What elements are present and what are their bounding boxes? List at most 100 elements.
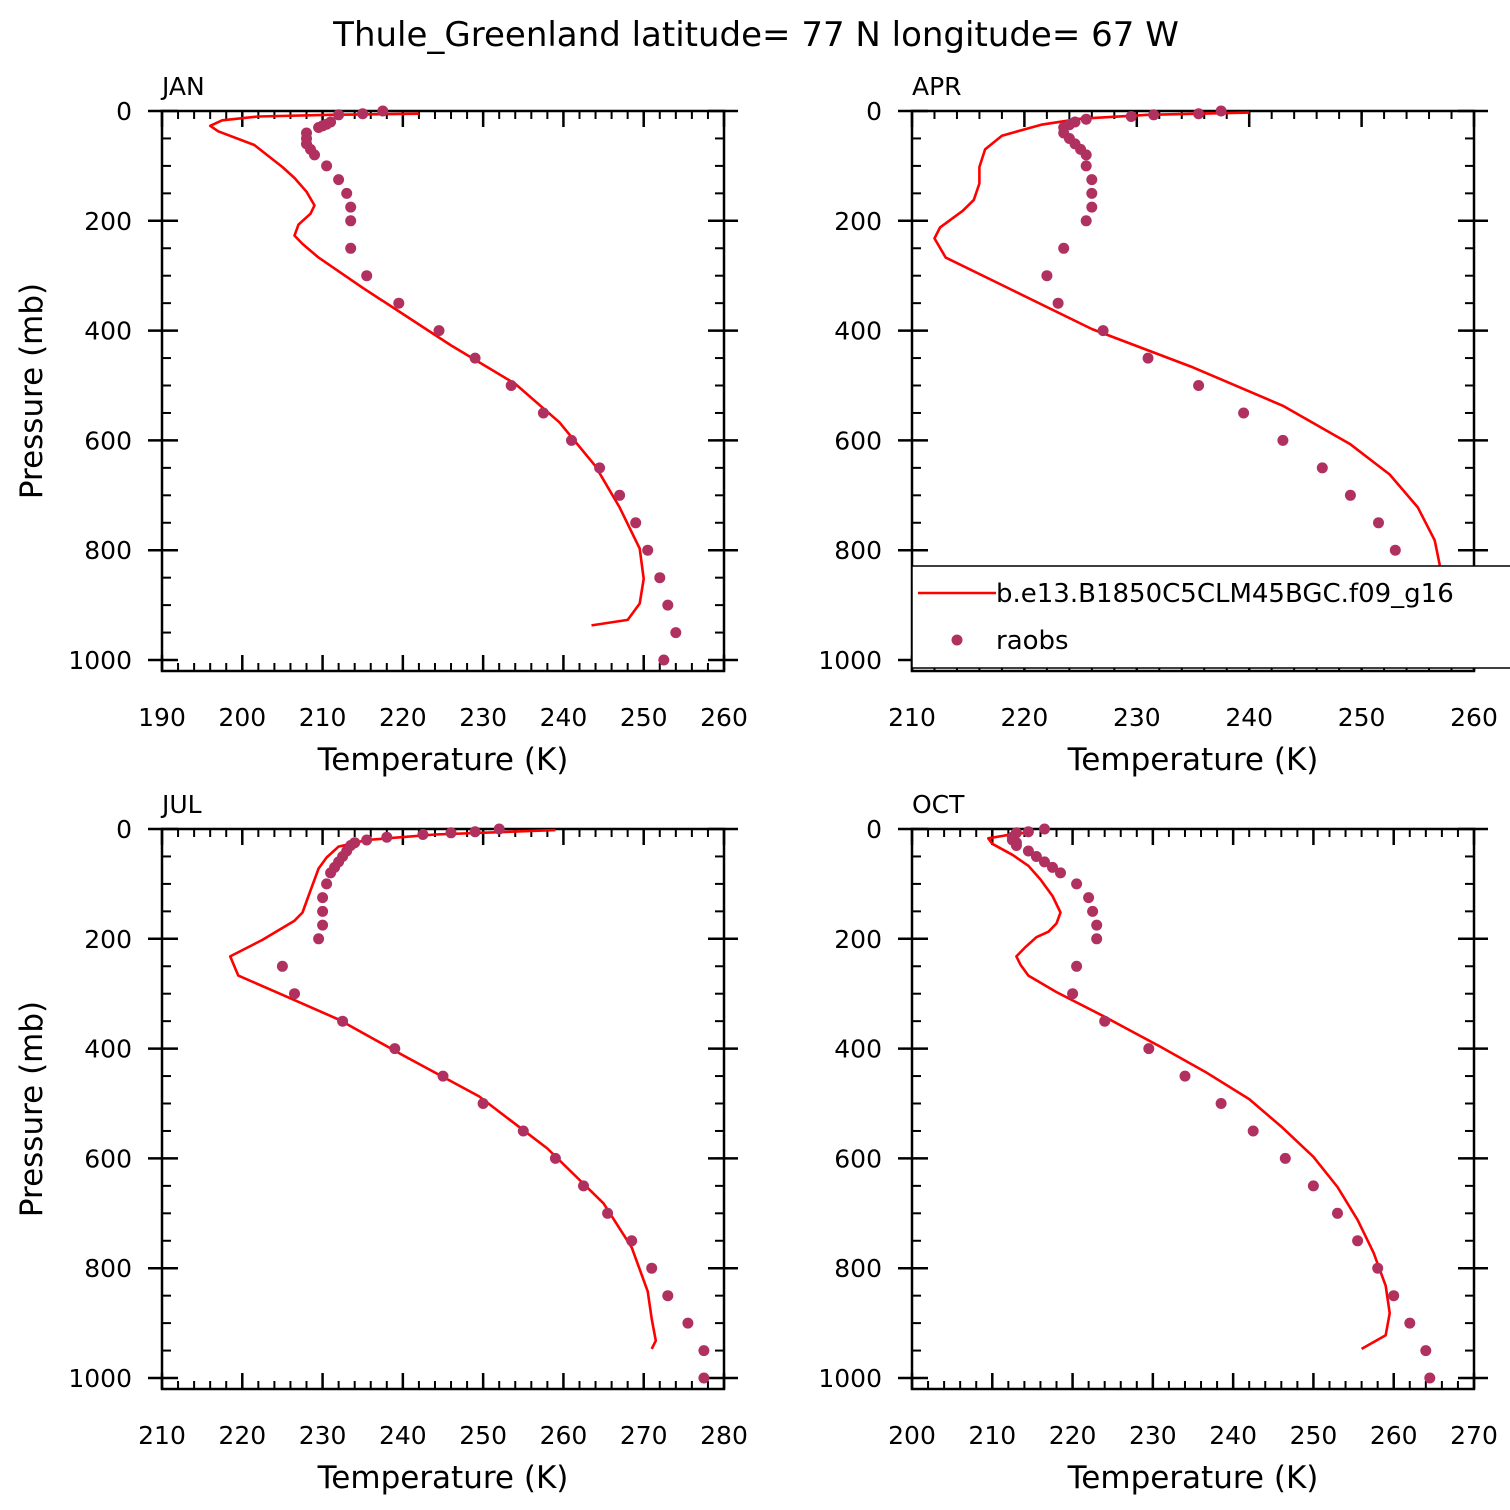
raobs-point [1039,856,1050,868]
raobs-point [357,108,369,120]
raobs-point [437,1070,449,1082]
raobs-point [662,599,674,611]
legend-obs-swatch [951,634,963,646]
y-tick-label: 200 [84,207,132,236]
raobs-point [321,878,333,890]
raobs-point [1247,1125,1259,1137]
x-axis-label: Temperature (K) [317,1460,569,1496]
x-tick-label: 270 [620,1421,668,1450]
y-tick-label: 400 [84,317,132,346]
raobs-point [646,1262,658,1274]
raobs-point [321,160,333,172]
model-profile-line [208,112,645,627]
y-tick-label: 400 [834,317,882,346]
y-tick-label: 400 [84,1035,132,1064]
raobs-point [1039,823,1050,835]
raobs-point [313,933,325,945]
x-tick-label: 260 [540,1421,588,1450]
y-tick-label: 800 [84,1254,132,1283]
raobs-point [1344,489,1356,501]
raobs-point [630,517,642,529]
raobs-point [1388,1290,1400,1302]
model-profile-line [987,831,1391,1351]
x-axis-label: Temperature (K) [317,742,569,778]
legend-obs-label: raobs [996,626,1069,656]
raobs-point [1041,270,1053,282]
x-tick-label: 190 [138,703,186,732]
raobs-point [381,831,393,843]
raobs-point [1307,1180,1319,1192]
raobs-point [1086,174,1098,186]
y-tick-label: 1000 [818,1364,882,1393]
plot-frame [910,109,1476,673]
panel-title: OCT [912,790,965,819]
y-tick-label: 600 [84,426,132,455]
x-tick-label: 200 [218,703,266,732]
raobs-point [433,325,445,337]
raobs-point [1067,988,1079,1000]
raobs-point [517,1125,529,1137]
raobs-point [1071,878,1083,890]
raobs-point [1087,905,1099,917]
raobs-point [1420,1345,1432,1357]
raobs-point [1352,1235,1364,1247]
raobs-point [1097,325,1109,337]
y-tick-label: 600 [834,426,882,455]
y-axis-label: Pressure (mb) [14,283,50,499]
plot-frame [160,109,726,673]
raobs-point [1148,109,1160,121]
raobs-point [1277,434,1289,446]
x-tick-label: 210 [138,1421,186,1450]
x-tick-label: 230 [299,1421,347,1450]
y-tick-label: 0 [866,97,882,126]
x-tick-label: 220 [1049,1421,1097,1450]
raobs-point [1143,1043,1155,1055]
x-tick-label: 240 [540,703,588,732]
panel-apr: APR 210 220 230 240 250 260 0 200 400 600 800 1000 Te… [818,72,1497,778]
raobs-point [1099,1015,1111,1027]
panel-oct: OCT 200 210 220 230 240 250 260 270 0 200 400 600 800… [818,790,1497,1496]
raobs-point [1373,517,1384,529]
raobs-point [333,174,345,186]
raobs-point [1030,851,1042,862]
raobs-point [642,544,654,556]
x-tick-label: 240 [1209,1421,1257,1450]
raobs-point [1080,113,1092,125]
raobs-point [1316,462,1328,474]
raobs-point [698,1372,710,1384]
raobs-point [1389,544,1401,556]
x-tick-label: 210 [888,703,936,732]
y-tick-label: 400 [834,1035,882,1064]
raobs-point [1372,1262,1384,1274]
x-tick-label: 250 [620,703,668,732]
raobs-point [317,919,329,931]
raobs-point [1091,919,1103,931]
raobs-point [1047,861,1058,873]
raobs-point [670,627,682,639]
raobs-point [594,462,606,474]
raobs-point [341,187,353,199]
panel-jan: JAN 190 200 210 220 230 240 250 260 0 200 400 600 800… [14,72,748,778]
y-tick-label: 1000 [68,646,132,675]
raobs-point [345,201,357,213]
raobs-point [614,489,626,501]
raobs-point [1279,1152,1291,1164]
raobs-point [1010,840,1022,851]
y-tick-label: 1000 [818,646,882,675]
raobs-point [1080,149,1092,161]
raobs-point [1215,105,1227,117]
raobs-point [1424,1372,1436,1384]
raobs-point [377,105,389,117]
y-tick-label: 200 [834,207,882,236]
x-tick-label: 220 [1001,703,1049,732]
x-tick-label: 230 [1129,1421,1177,1450]
y-tick-label: 200 [834,925,882,954]
raobs-point [1332,1207,1343,1219]
panel-title: JAN [160,72,205,101]
panel-jul: JUL 210 220 230 240 250 260 270 280 0 200 400 600 800… [14,790,748,1496]
raobs-point [1179,1070,1191,1082]
raobs-point [505,380,517,391]
raobs-point [1052,297,1064,309]
